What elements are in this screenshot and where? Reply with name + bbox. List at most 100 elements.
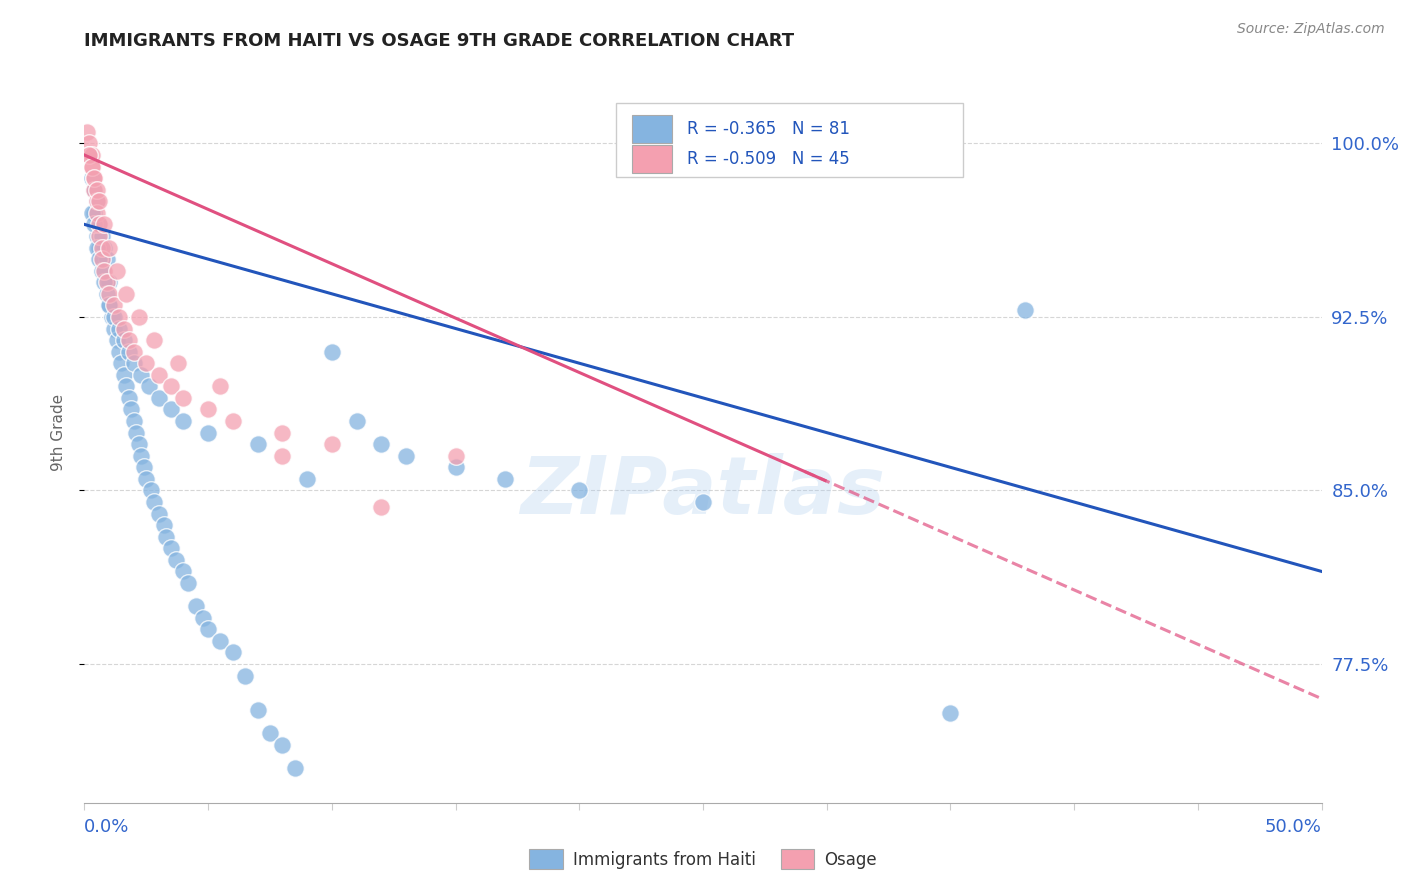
Point	[96, 275, 118, 289]
Point	[172, 565, 194, 579]
Point	[184, 599, 207, 614]
Point	[105, 263, 128, 277]
Point	[165, 553, 187, 567]
Point	[444, 449, 467, 463]
Point	[80, 148, 103, 162]
Point	[142, 333, 165, 347]
Point	[89, 240, 111, 254]
Point	[222, 414, 245, 428]
Point	[80, 206, 103, 220]
Point	[96, 252, 118, 266]
Point	[568, 483, 591, 498]
Point	[135, 356, 157, 370]
Point	[103, 310, 125, 324]
Point	[83, 206, 105, 220]
Point	[112, 333, 135, 347]
Point	[80, 160, 103, 174]
Point	[98, 298, 121, 312]
Point	[105, 333, 128, 347]
Point	[172, 414, 194, 428]
Point	[152, 518, 174, 533]
Point	[138, 379, 160, 393]
Text: 0.0%: 0.0%	[84, 819, 129, 837]
Point	[112, 368, 135, 382]
Point	[89, 218, 111, 232]
Point	[141, 483, 163, 498]
Point	[108, 344, 131, 359]
Point	[110, 356, 132, 370]
Point	[177, 576, 200, 591]
Point	[98, 275, 121, 289]
Point	[295, 472, 318, 486]
Point	[89, 229, 111, 244]
Point	[155, 530, 177, 544]
Point	[222, 645, 245, 659]
Point	[90, 263, 112, 277]
Text: Source: ZipAtlas.com: Source: ZipAtlas.com	[1237, 22, 1385, 37]
Point	[209, 379, 232, 393]
Point	[148, 391, 170, 405]
Point	[80, 171, 103, 186]
Text: R = -0.365   N = 81: R = -0.365 N = 81	[688, 120, 849, 138]
Point	[122, 344, 145, 359]
Point	[115, 286, 138, 301]
Point	[108, 310, 131, 324]
Point	[79, 136, 101, 151]
Point	[83, 218, 105, 232]
Point	[79, 148, 101, 162]
Point	[939, 706, 962, 720]
Text: IMMIGRANTS FROM HAITI VS OSAGE 9TH GRADE CORRELATION CHART: IMMIGRANTS FROM HAITI VS OSAGE 9TH GRADE…	[84, 32, 794, 50]
Point	[692, 495, 714, 509]
Bar	[633, 115, 672, 143]
Point	[93, 218, 115, 232]
Point	[83, 183, 105, 197]
Point	[197, 402, 219, 417]
Point	[191, 610, 214, 624]
Point	[246, 437, 269, 451]
Point	[96, 286, 118, 301]
Point	[90, 229, 112, 244]
Point	[118, 344, 141, 359]
Point	[284, 761, 307, 775]
Point	[76, 125, 98, 139]
Point	[89, 218, 111, 232]
Point	[115, 379, 138, 393]
Point	[100, 310, 122, 324]
Point	[148, 368, 170, 382]
Point	[346, 414, 368, 428]
Point	[83, 171, 105, 186]
Point	[444, 460, 467, 475]
Point	[142, 495, 165, 509]
Point	[132, 460, 155, 475]
Point	[86, 229, 108, 244]
Point	[271, 738, 294, 752]
Point	[167, 356, 190, 370]
Point	[86, 206, 108, 220]
Point	[93, 263, 115, 277]
FancyBboxPatch shape	[616, 103, 963, 178]
Point	[89, 252, 111, 266]
Point	[90, 252, 112, 266]
Point	[86, 240, 108, 254]
Point	[148, 507, 170, 521]
Point	[128, 310, 150, 324]
Point	[494, 472, 516, 486]
Point	[118, 391, 141, 405]
Point	[103, 298, 125, 312]
Point	[98, 298, 121, 312]
Point	[160, 379, 183, 393]
Point	[86, 194, 108, 209]
Point	[103, 321, 125, 335]
Point	[90, 252, 112, 266]
Point	[79, 148, 101, 162]
Bar	[633, 145, 672, 173]
Point	[209, 633, 232, 648]
Point	[122, 356, 145, 370]
Point	[370, 437, 392, 451]
Point	[233, 668, 256, 682]
Point	[135, 472, 157, 486]
Point	[93, 240, 115, 254]
Point	[98, 286, 121, 301]
Text: 50.0%: 50.0%	[1265, 819, 1322, 837]
Point	[1014, 303, 1036, 318]
